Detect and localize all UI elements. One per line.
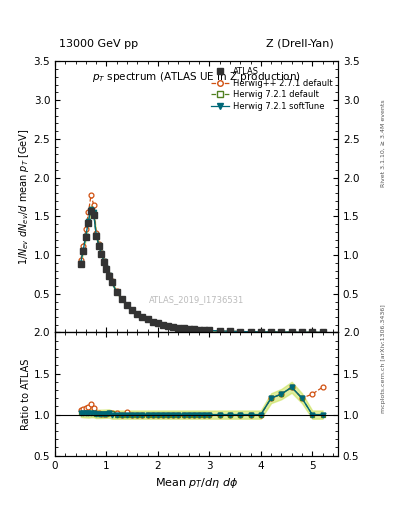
Text: ATLAS_2019_I1736531: ATLAS_2019_I1736531 bbox=[149, 295, 244, 305]
Text: Z (Drell-Yan): Z (Drell-Yan) bbox=[266, 38, 334, 49]
Text: Rivet 3.1.10, ≥ 3.4M events: Rivet 3.1.10, ≥ 3.4M events bbox=[381, 99, 386, 187]
X-axis label: Mean $p_T/d\eta\ d\phi$: Mean $p_T/d\eta\ d\phi$ bbox=[155, 476, 238, 490]
Text: $p_T$ spectrum (ATLAS UE in Z production): $p_T$ spectrum (ATLAS UE in Z production… bbox=[92, 70, 301, 83]
Legend: ATLAS, Herwig++ 2.7.1 default, Herwig 7.2.1 default, Herwig 7.2.1 softTune: ATLAS, Herwig++ 2.7.1 default, Herwig 7.… bbox=[209, 66, 334, 113]
Text: 13000 GeV pp: 13000 GeV pp bbox=[59, 38, 138, 49]
Y-axis label: Ratio to ATLAS: Ratio to ATLAS bbox=[21, 358, 31, 430]
Text: mcplots.cern.ch [arXiv:1306.3436]: mcplots.cern.ch [arXiv:1306.3436] bbox=[381, 304, 386, 413]
Y-axis label: $1/N_{ev}\ dN_{ev}/d$ mean $p_T$ [GeV]: $1/N_{ev}\ dN_{ev}/d$ mean $p_T$ [GeV] bbox=[17, 129, 31, 265]
